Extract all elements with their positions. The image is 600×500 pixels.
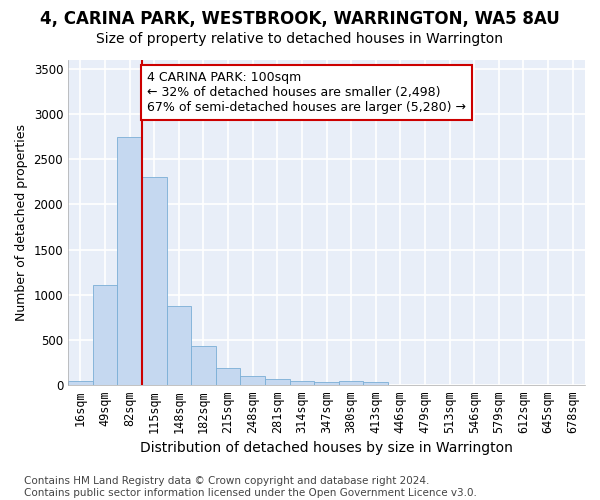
Bar xyxy=(314,382,339,385)
Bar xyxy=(290,380,314,385)
Bar xyxy=(92,285,117,385)
Bar xyxy=(117,136,142,385)
X-axis label: Distribution of detached houses by size in Warrington: Distribution of detached houses by size … xyxy=(140,441,513,455)
Bar xyxy=(241,376,265,385)
Text: Size of property relative to detached houses in Warrington: Size of property relative to detached ho… xyxy=(97,32,503,46)
Bar xyxy=(265,379,290,385)
Bar xyxy=(216,368,241,385)
Bar xyxy=(191,346,216,385)
Bar xyxy=(142,178,167,385)
Text: 4 CARINA PARK: 100sqm
← 32% of detached houses are smaller (2,498)
67% of semi-d: 4 CARINA PARK: 100sqm ← 32% of detached … xyxy=(147,71,466,114)
Text: Contains HM Land Registry data © Crown copyright and database right 2024.
Contai: Contains HM Land Registry data © Crown c… xyxy=(24,476,477,498)
Bar xyxy=(339,380,364,385)
Text: 4, CARINA PARK, WESTBROOK, WARRINGTON, WA5 8AU: 4, CARINA PARK, WESTBROOK, WARRINGTON, W… xyxy=(40,10,560,28)
Bar xyxy=(364,382,388,385)
Y-axis label: Number of detached properties: Number of detached properties xyxy=(15,124,28,321)
Bar xyxy=(68,380,92,385)
Bar xyxy=(167,306,191,385)
